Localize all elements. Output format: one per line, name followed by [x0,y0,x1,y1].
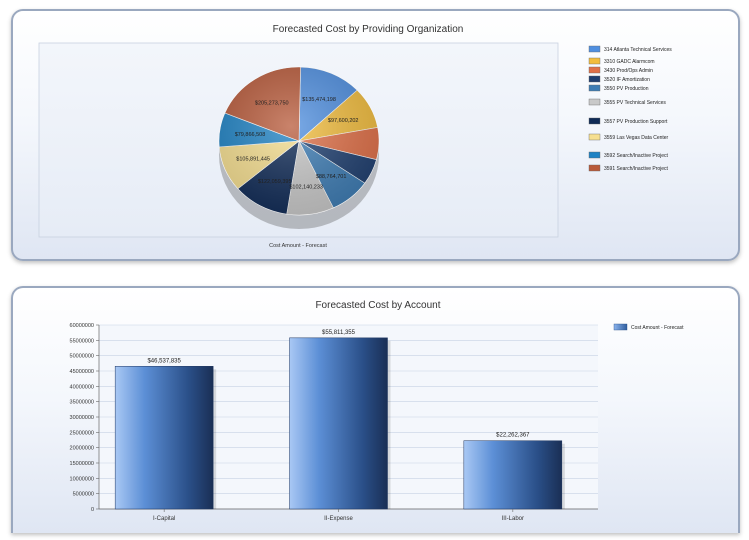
pie-legend-label: 3559 Las Vegas Data Center [604,135,669,141]
pie-slice-label: $97,600,202 [328,118,359,124]
y-tick-label: 5000000 [73,492,94,498]
pie-legend-label: 3430 Prod/Ops Admin [604,68,653,74]
pie-slice-label: $122,059,395 [258,179,292,185]
y-tick-label: 20000000 [70,446,94,452]
pie-legend-label: 3555 PV Technical Services [604,100,666,106]
pie-legend-swatch [588,57,601,65]
y-tick-label: 15000000 [70,461,94,467]
y-tick-label: 50000000 [70,354,94,360]
x-category-label: I-Capital [153,516,175,522]
pie-legend-label: 314 Atlanta Technical Services [604,47,672,53]
pie-slice-label: $79,866,508 [235,132,266,138]
y-tick-label: 30000000 [70,415,94,421]
pie-legend-swatch [588,75,601,83]
y-tick-label: 60000000 [70,323,94,329]
pie-legend-swatch [588,84,601,92]
pie-chart: Forecasted Cost by Providing Organizatio… [38,24,672,249]
pie-chart-panel: Forecasted Cost by Providing Organizatio… [11,9,740,261]
y-tick-label: 55000000 [70,338,94,344]
pie-chart-title: Forecasted Cost by Providing Organizatio… [273,24,464,35]
bar-value-label: $46,537,835 [147,358,181,364]
pie-legend-label: 3310 GADC Alarmcom [604,59,655,65]
pie-legend-swatch [588,98,601,106]
pie-legend-swatch [588,66,601,74]
bar-chart-panel: Forecasted Cost by Account 60000000 55000… [11,286,740,533]
pie-legend-label: 3591 Search/Inactive Project [604,166,669,172]
y-tick-label: 35000000 [70,400,94,406]
pie-legend-swatch [588,45,601,53]
pie-xlabel: Cost Amount - Forecast [269,243,327,249]
bar[interactable] [114,366,214,510]
pie-slice-label: $102,140,233 [289,184,323,190]
bar[interactable] [463,440,563,510]
y-tick-label: 0 [91,507,94,513]
pie-legend-swatch [588,117,601,125]
y-tick-label: 45000000 [70,369,94,375]
pie-legend-label: 3520 IF Amortization [604,77,650,83]
pie-slice-label: $135,474,198 [302,97,336,103]
bar-value-label: $55,811,355 [322,330,356,336]
x-category-label: II-Expense [324,516,353,522]
bar-legend-swatch [613,323,628,331]
pie-legend-label: 3592 Search/Inactive Project [604,153,669,159]
pie-legend-label: 3550 PV Production [604,86,649,92]
pie-slice-label: $88,764,701 [316,174,347,180]
bar-value-label: $22,262,367 [496,433,530,439]
y-tick-label: 25000000 [70,430,94,436]
x-category-label: III-Labor [502,516,524,522]
bar-legend-label: Cost Amount - Forecast [631,325,684,331]
pie-legend-swatch [588,151,601,159]
bar-chart-title: Forecasted Cost by Account [315,300,440,311]
pie-slice-label: $105,891,445 [236,156,270,162]
y-tick-label: 10000000 [70,476,94,482]
pie-legend-swatch [588,164,601,172]
pie-legend-label: 3557 PV Production Support [604,119,668,125]
bar[interactable] [289,337,388,510]
pie-slice-label: $205,273,750 [255,101,289,107]
bar-chart: Forecasted Cost by Account 60000000 55000… [70,300,685,522]
pie-legend-swatch [588,133,601,141]
y-tick-label: 40000000 [70,384,94,390]
